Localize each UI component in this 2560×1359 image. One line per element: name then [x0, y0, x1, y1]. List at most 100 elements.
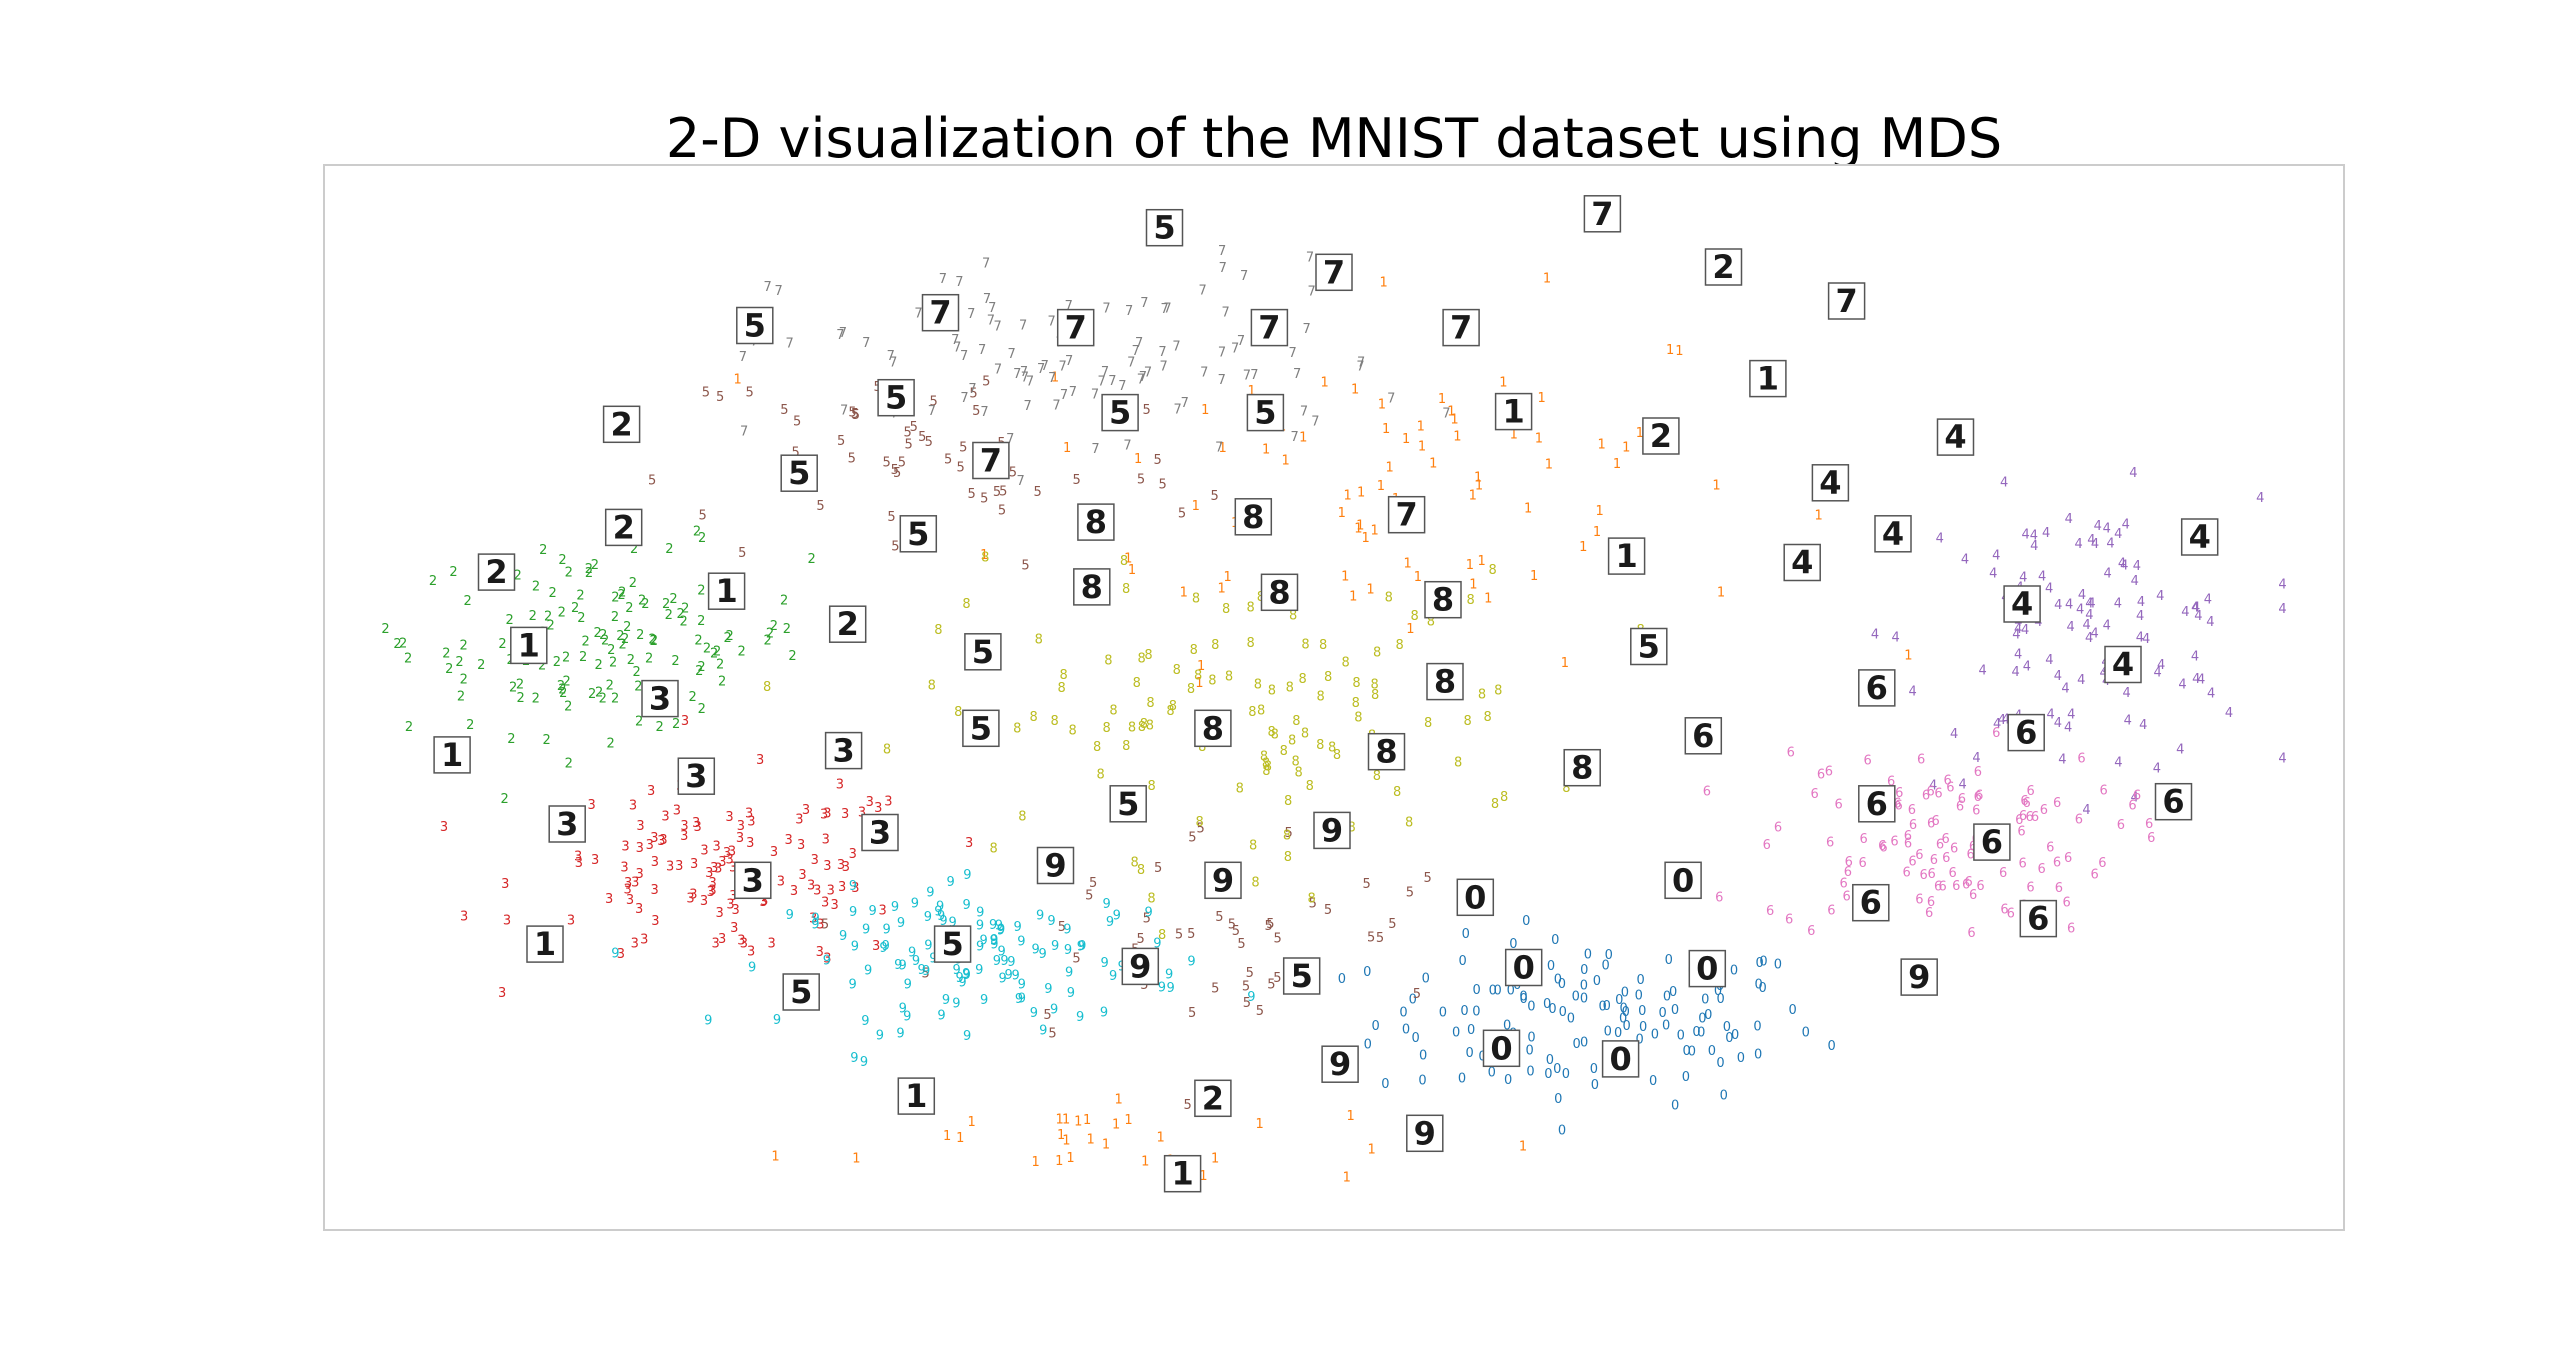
data-point-5: 5: [1237, 937, 1245, 952]
data-point-9: 9: [998, 944, 1006, 959]
data-point-3: 3: [728, 845, 736, 860]
data-point-1: 1: [1262, 442, 1270, 457]
data-point-8: 8: [1169, 699, 1177, 714]
data-point-1: 1: [1299, 430, 1307, 445]
data-point-7: 7: [1097, 374, 1105, 389]
data-point-6: 6: [1879, 841, 1887, 856]
thumbnail-digit-0: 0: [1672, 861, 1694, 899]
data-point-9: 9: [839, 929, 847, 944]
data-point-6: 6: [1927, 867, 1935, 882]
data-point-8: 8: [1280, 744, 1288, 759]
thumbnail-frame: [734, 861, 772, 900]
thumbnail-digit-1: 1: [905, 1077, 927, 1115]
data-point-6: 6: [2017, 825, 2025, 840]
data-point-2: 2: [606, 736, 614, 751]
data-point-2: 2: [546, 619, 554, 634]
data-point-0: 0: [1509, 937, 1517, 952]
data-point-9: 9: [1076, 1010, 1084, 1025]
data-point-7: 7: [1007, 347, 1015, 362]
digit-thumbnail: 8: [1077, 503, 1115, 541]
thumbnail-frame: [899, 515, 938, 553]
data-point-8: 8: [1373, 769, 1381, 784]
data-point-2: 2: [695, 664, 703, 679]
data-point-8: 8: [1251, 875, 1259, 890]
data-point-4: 4: [2094, 519, 2102, 534]
data-point-5: 5: [1246, 966, 1254, 981]
thumbnail-digit-8: 8: [1081, 568, 1103, 606]
data-point-7: 7: [1021, 371, 1029, 386]
data-point-3: 3: [737, 934, 745, 949]
data-point-0: 0: [1418, 1073, 1426, 1088]
data-point-9: 9: [1032, 942, 1040, 957]
data-point-5: 5: [972, 404, 980, 419]
data-point-9: 9: [998, 972, 1006, 987]
data-point-4: 4: [2129, 466, 2137, 481]
data-point-4: 4: [2042, 526, 2050, 541]
data-point-4: 4: [2067, 708, 2075, 723]
data-point-8: 8: [1013, 722, 1021, 737]
data-point-2: 2: [404, 651, 412, 666]
data-point-1: 1: [1112, 1118, 1120, 1133]
data-point-1: 1: [1417, 419, 1425, 434]
data-point-3: 3: [747, 945, 755, 960]
data-point-8: 8: [1195, 815, 1203, 830]
data-point-3: 3: [726, 897, 734, 912]
data-point-4: 4: [2054, 716, 2062, 731]
data-point-3: 3: [777, 874, 785, 889]
data-point-7: 7: [1058, 359, 1066, 374]
data-point-6: 6: [1950, 842, 1958, 857]
thumbnail-digit-2: 2: [485, 553, 507, 591]
data-point-8: 8: [1292, 714, 1300, 729]
data-point-3: 3: [690, 857, 698, 872]
data-point-6: 6: [1919, 868, 1927, 883]
thumbnail-frame: [1282, 957, 1321, 995]
thumbnail-frame: [1406, 1114, 1444, 1153]
digit-thumbnail: 0: [1688, 950, 1727, 988]
data-point-5: 5: [1072, 473, 1080, 488]
thumbnail-frame: [2019, 899, 2058, 938]
data-point-1: 1: [734, 373, 742, 388]
data-point-2: 2: [449, 565, 457, 580]
data-point-2: 2: [630, 542, 638, 557]
data-point-1: 1: [1450, 413, 1458, 428]
data-point-1: 1: [1510, 428, 1518, 443]
data-point-0: 0: [1489, 983, 1497, 998]
data-point-1: 1: [1343, 1171, 1351, 1186]
data-point-4: 4: [2207, 686, 2215, 701]
data-point-0: 0: [1637, 973, 1645, 988]
data-point-8: 8: [934, 623, 942, 638]
data-point-4: 4: [1989, 567, 1997, 582]
data-point-2: 2: [634, 680, 642, 695]
digit-thumbnail: 2: [1704, 248, 1743, 286]
data-point-2: 2: [718, 675, 726, 690]
data-point-5: 5: [1243, 996, 1251, 1011]
data-point-6: 6: [2147, 831, 2155, 846]
thumbnail-frame: [1704, 248, 1743, 286]
data-point-3: 3: [640, 933, 648, 948]
data-point-4: 4: [2038, 569, 2046, 584]
data-point-5: 5: [699, 509, 707, 524]
data-point-3: 3: [716, 906, 724, 921]
data-point-0: 0: [1364, 1038, 1372, 1053]
data-point-3: 3: [709, 876, 717, 891]
data-point-9: 9: [786, 908, 794, 923]
data-point-3: 3: [823, 952, 831, 967]
data-point-1: 1: [1543, 271, 1551, 286]
data-point-9: 9: [862, 923, 870, 938]
data-point-2: 2: [558, 683, 566, 698]
digit-thumbnail: 2: [1194, 1079, 1232, 1117]
data-point-2: 2: [595, 658, 603, 673]
data-point-2: 2: [648, 633, 656, 648]
data-point-0: 0: [1546, 1053, 1554, 1068]
data-point-7: 7: [1174, 403, 1182, 418]
thumbnail-frame: [1900, 958, 1938, 996]
digit-thumbnail: 7: [1056, 309, 1095, 347]
data-point-0: 0: [1671, 1099, 1679, 1114]
data-point-8: 8: [1478, 688, 1486, 703]
data-point-8: 8: [954, 705, 962, 720]
data-point-1: 1: [1579, 540, 1587, 555]
data-point-3: 3: [759, 895, 767, 910]
data-point-5: 5: [1154, 861, 1162, 876]
data-point-4: 4: [2192, 672, 2200, 687]
data-point-6: 6: [2077, 751, 2085, 766]
